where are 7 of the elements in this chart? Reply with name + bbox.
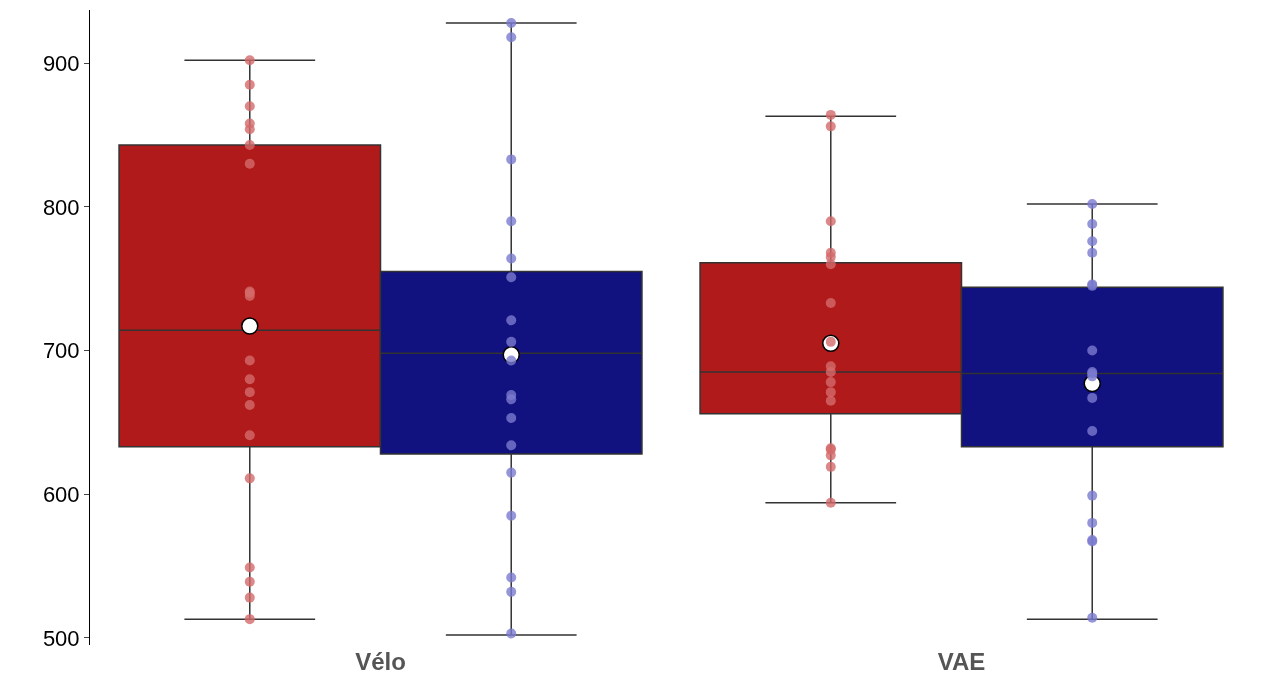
x-tick-label: Vélo (355, 648, 406, 675)
y-tick-label: 900 (42, 50, 80, 76)
y-tick-label: 500 (42, 625, 80, 651)
y-tick-label: 800 (42, 194, 80, 220)
y-tick-label: 700 (42, 338, 80, 364)
y-tick-label: 600 (42, 481, 80, 507)
x-tick-label: VAE (937, 648, 986, 675)
